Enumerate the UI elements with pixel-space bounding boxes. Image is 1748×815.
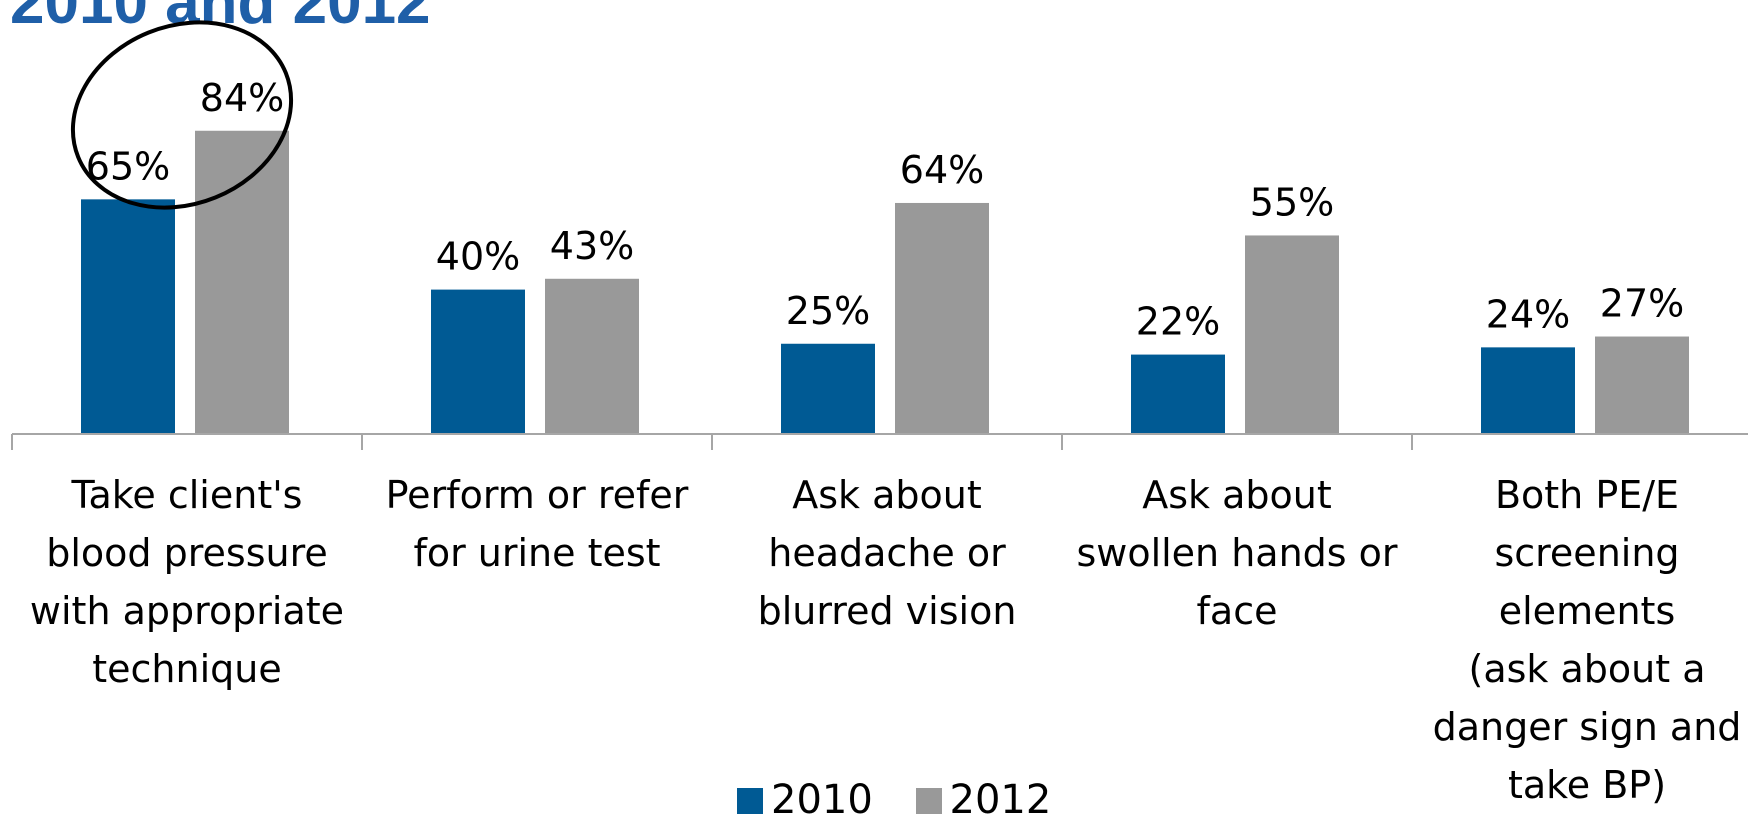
legend-item-2012: 2012	[915, 777, 1052, 815]
value-label-2012-4: 27%	[1600, 282, 1684, 326]
value-label-2010-2: 25%	[786, 289, 870, 333]
bar-2012-0	[195, 130, 289, 434]
category-label-4: Both PE/E screening elements (ask about a da…	[1433, 473, 1742, 807]
legend: 2010 2012	[737, 780, 1081, 815]
bar-2010-4	[1481, 347, 1575, 434]
legend-swatch-2012	[915, 788, 942, 814]
value-label-2010-1: 40%	[436, 235, 520, 279]
chart-title: 2010 and 2012	[10, 0, 431, 37]
category-label-0: Take client's blood pressure with appropri…	[30, 473, 344, 691]
bar-2010-0	[81, 199, 175, 434]
value-label-2012-0: 84%	[200, 76, 284, 120]
value-label-2010-4: 24%	[1486, 292, 1570, 336]
value-label-2010-0: 65%	[86, 144, 170, 188]
legend-label-2010: 2010	[771, 777, 873, 815]
category-labels-group: Take client's blood pressure with appropri…	[30, 473, 1741, 807]
bar-2012-1	[545, 278, 639, 434]
bar-2010-2	[781, 343, 875, 434]
value-label-2012-1: 43%	[550, 224, 634, 268]
x-axis	[11, 433, 1748, 450]
bar-2010-1	[431, 289, 525, 434]
legend-label-2012: 2012	[949, 777, 1052, 815]
bar-2012-4	[1595, 336, 1689, 434]
bar-2012-3	[1245, 235, 1339, 434]
bar-2010-3	[1131, 354, 1225, 434]
bars-group	[81, 130, 1689, 434]
bar-2012-2	[895, 202, 989, 434]
category-label-1: Perform or refer for urine test	[386, 473, 689, 575]
value-labels-group: 65% 40% 25% 22% 24% 84% 43% 64% 55% 27%	[86, 76, 1684, 344]
category-label-3: Ask about swollen hands or face	[1076, 473, 1397, 633]
value-label-2010-3: 22%	[1136, 300, 1220, 344]
category-label-2: Ask about headache or blurred vision	[758, 473, 1017, 633]
value-label-2012-2: 64%	[900, 148, 984, 192]
legend-swatch-2010	[737, 788, 763, 814]
highlight-circle	[70, 20, 294, 210]
value-label-2012-3: 55%	[1250, 180, 1334, 224]
legend-item-2010: 2010	[737, 780, 873, 815]
